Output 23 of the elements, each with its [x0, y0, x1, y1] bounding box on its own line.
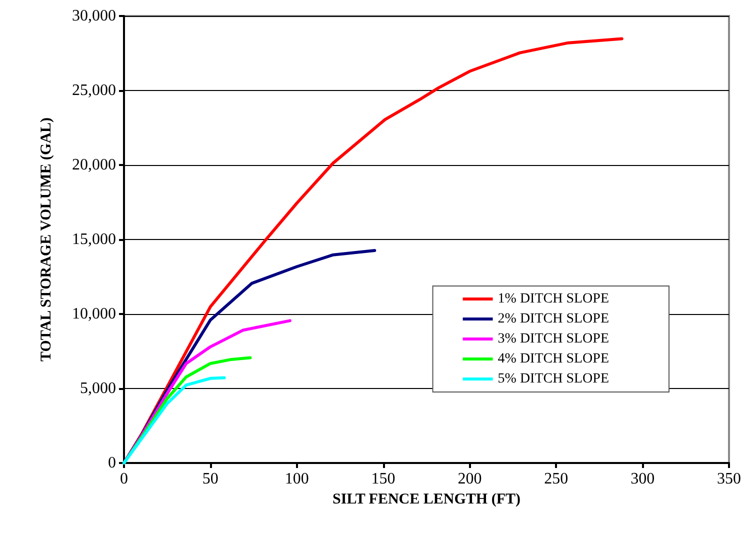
x-tick-label: 250: [544, 470, 568, 488]
y-axis-title: TOTAL STORAGE VOLUME (GAL): [38, 117, 54, 362]
x-tick-label: 50: [202, 470, 218, 488]
x-tick-label: 0: [120, 470, 128, 488]
x-tick-label: 200: [458, 470, 482, 488]
legend-label: 3% DITCH SLOPE: [498, 332, 610, 346]
legend-label: 4% DITCH SLOPE: [498, 352, 610, 366]
y-tick-label: 10,000: [72, 306, 116, 322]
y-tick-label: 15,000: [72, 231, 116, 248]
legend-label: 1% DITCH SLOPE: [498, 292, 610, 306]
x-tick-label: 150: [371, 470, 396, 488]
y-tick-label: 20,000: [72, 156, 116, 174]
legend-label: 2% DITCH SLOPE: [498, 312, 610, 326]
x-tick-label: 100: [284, 470, 309, 488]
y-tick-label: 25,000: [72, 82, 116, 99]
x-axis-title: SILT FENCE LENGTH (FT): [332, 491, 520, 508]
x-tick-label: 300: [630, 470, 655, 488]
line-series: [122, 376, 226, 464]
y-tick-label: 30,000: [72, 8, 116, 24]
y-tick-label: 5,000: [80, 380, 116, 397]
legend-label: 5% DITCH SLOPE: [498, 372, 610, 386]
y-tick-label: 0: [108, 454, 116, 472]
x-tick-label: 350: [717, 470, 741, 488]
